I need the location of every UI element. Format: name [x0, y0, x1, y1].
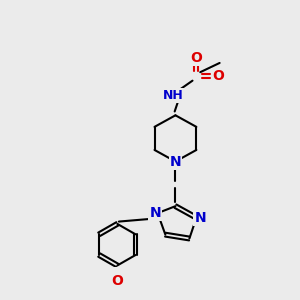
Text: N: N — [194, 211, 206, 225]
Text: O: O — [111, 274, 123, 288]
Text: N: N — [169, 154, 181, 169]
Text: O: O — [190, 51, 202, 64]
Text: NH: NH — [163, 89, 184, 102]
Text: N: N — [149, 206, 161, 220]
Text: O: O — [212, 69, 224, 83]
